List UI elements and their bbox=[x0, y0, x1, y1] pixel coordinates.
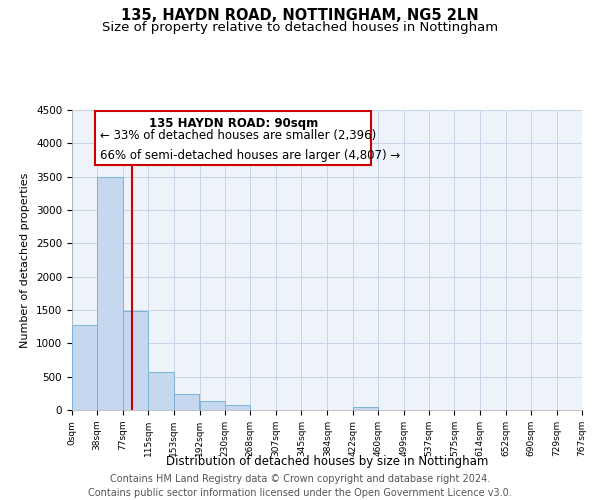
FancyBboxPatch shape bbox=[95, 112, 371, 164]
Text: Contains HM Land Registry data © Crown copyright and database right 2024.
Contai: Contains HM Land Registry data © Crown c… bbox=[88, 474, 512, 498]
Text: 66% of semi-detached houses are larger (4,807) →: 66% of semi-detached houses are larger (… bbox=[100, 148, 401, 162]
Text: 135, HAYDN ROAD, NOTTINGHAM, NG5 2LN: 135, HAYDN ROAD, NOTTINGHAM, NG5 2LN bbox=[121, 8, 479, 22]
Bar bbox=[123, 312, 148, 410]
Text: ← 33% of detached houses are smaller (2,396): ← 33% of detached houses are smaller (2,… bbox=[100, 129, 377, 142]
Bar bbox=[174, 394, 199, 410]
Y-axis label: Number of detached properties: Number of detached properties bbox=[20, 172, 31, 348]
Bar bbox=[200, 400, 225, 410]
Bar bbox=[72, 324, 97, 410]
Text: Distribution of detached houses by size in Nottingham: Distribution of detached houses by size … bbox=[166, 455, 488, 468]
Bar bbox=[97, 176, 122, 410]
Bar bbox=[353, 406, 378, 410]
Bar bbox=[225, 405, 250, 410]
Text: Size of property relative to detached houses in Nottingham: Size of property relative to detached ho… bbox=[102, 21, 498, 34]
Text: 135 HAYDN ROAD: 90sqm: 135 HAYDN ROAD: 90sqm bbox=[149, 118, 318, 130]
Bar bbox=[148, 372, 174, 410]
